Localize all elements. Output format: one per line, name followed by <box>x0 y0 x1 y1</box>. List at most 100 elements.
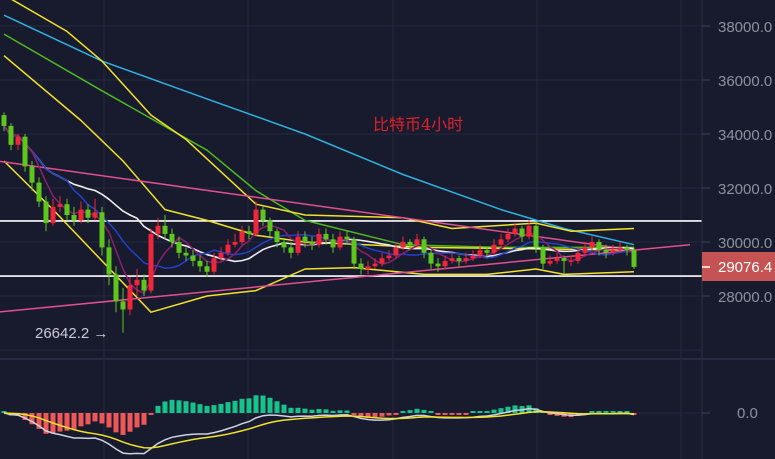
candle-body <box>36 182 42 202</box>
macd-histogram-bar <box>358 413 364 417</box>
candle-body <box>134 279 140 286</box>
macd-histogram-bar <box>596 411 602 413</box>
macd-histogram-bar <box>491 409 497 413</box>
macd-histogram-bar <box>134 413 140 428</box>
candle-body <box>288 247 294 253</box>
macd-histogram-bar <box>218 403 224 413</box>
macd-histogram-bar <box>281 404 287 413</box>
candle-body <box>169 233 175 242</box>
candle-body <box>582 247 588 253</box>
macd-histogram-bar <box>512 405 518 413</box>
ma-green-line <box>3 33 634 249</box>
macd-histogram-bar <box>1 411 7 413</box>
candle-body <box>379 258 385 264</box>
y-tick-label: 36000.0 <box>718 73 772 90</box>
candles <box>1 112 637 333</box>
macd-histogram-bar <box>78 413 84 427</box>
macd-histogram-bar <box>260 395 266 413</box>
macd-histogram-bar <box>421 409 427 413</box>
candle-body <box>85 209 91 218</box>
candle-body <box>372 263 378 267</box>
macd-histogram-bar <box>176 400 182 413</box>
bollinger-line <box>3 55 635 251</box>
macd-histogram-bar <box>267 397 273 413</box>
macd-histogram-bar <box>239 398 245 413</box>
macd-histogram-bar <box>428 411 434 413</box>
candle-body <box>533 225 539 248</box>
last-price-tag <box>702 252 775 281</box>
candle-body <box>225 244 231 253</box>
macd-histogram-bar <box>533 408 539 413</box>
macd-histogram-bar <box>365 413 371 418</box>
macd-histogram-bar <box>449 413 455 415</box>
candle-body <box>106 247 112 275</box>
candle-body <box>309 242 315 245</box>
candle-body <box>344 236 350 240</box>
candle-body <box>176 242 182 253</box>
candle-body <box>428 252 434 264</box>
macd-histogram-bar <box>141 413 147 425</box>
macd-zero-label: 0.0 <box>737 405 758 422</box>
macd-histogram-bar <box>414 408 420 413</box>
candle-body <box>50 206 56 224</box>
candle-body <box>477 250 483 256</box>
macd-histogram-bar <box>624 411 630 413</box>
candle-body <box>603 250 609 253</box>
candle-body <box>281 242 287 248</box>
candle-body <box>505 233 511 240</box>
price-axis[interactable]: 38000.0 36000.0 34000.0 32000.0 30000.0 … <box>701 0 775 459</box>
macd-histogram-bar <box>127 413 133 432</box>
candle-body <box>155 225 161 234</box>
candle-body <box>57 204 63 207</box>
macd-histogram-bar <box>344 410 350 413</box>
macd-histogram-bar <box>120 413 126 435</box>
indicator-lines <box>0 0 702 313</box>
candle-body <box>617 247 623 251</box>
candle-body <box>43 201 49 224</box>
macd-histogram-bar <box>456 413 462 415</box>
candle-body <box>120 301 126 310</box>
macd-histogram-bar <box>155 405 161 413</box>
macd-histogram-bar <box>64 413 70 431</box>
y-tick-label: 32000.0 <box>718 181 772 198</box>
candle-body <box>610 250 616 253</box>
macd-histogram-bar <box>253 395 259 413</box>
macd-histogram-bar <box>274 401 280 413</box>
candle-body <box>141 279 147 291</box>
candle-body <box>197 260 203 267</box>
candle-body <box>64 204 70 215</box>
candle-body <box>596 242 602 251</box>
candle-body <box>561 258 567 261</box>
candle-body <box>15 136 21 145</box>
candle-body <box>358 263 364 269</box>
candle-body <box>519 228 525 237</box>
candle-body <box>386 255 392 259</box>
candle-body <box>547 260 553 264</box>
y-tick-label: 38000.0 <box>718 19 772 36</box>
candle-body <box>407 242 413 245</box>
macd-histogram-bar <box>316 408 322 413</box>
chart-title: 比特币4小时 <box>373 115 463 134</box>
candle-body <box>113 274 119 302</box>
candle-body <box>260 209 266 221</box>
candle-body <box>568 260 574 262</box>
candle-body <box>365 266 371 269</box>
candle-body <box>337 236 343 248</box>
macd-histogram-bar <box>400 411 406 413</box>
candle-body <box>22 136 28 167</box>
macd-histogram-bar <box>183 401 189 413</box>
macd-histogram-bar <box>106 413 112 428</box>
candle-body <box>351 239 357 264</box>
candle-body <box>330 239 336 248</box>
candle-body <box>631 250 637 267</box>
candle-body <box>232 242 238 245</box>
macd-histogram-bar <box>169 399 175 413</box>
candle-body <box>491 244 497 253</box>
candle-body <box>29 166 35 183</box>
candle-body <box>211 258 217 272</box>
macd-dif-line <box>3 407 635 455</box>
macd-dea-line <box>3 410 635 449</box>
macd-histogram-bar <box>204 405 210 413</box>
